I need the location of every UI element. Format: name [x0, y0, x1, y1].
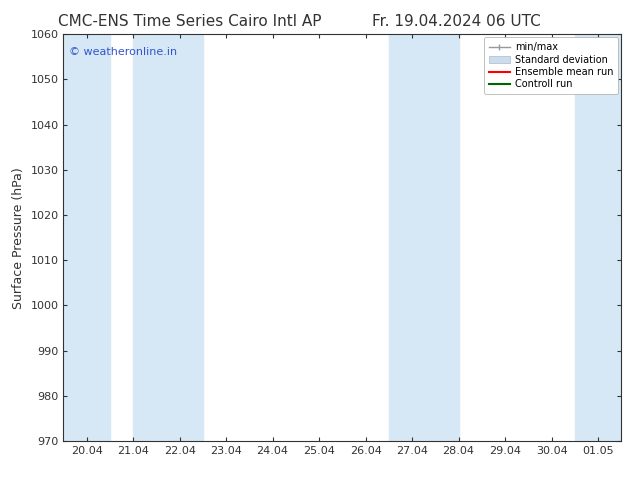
- Bar: [133, 34, 203, 441]
- Legend: min/max, Standard deviation, Ensemble mean run, Controll run: min/max, Standard deviation, Ensemble me…: [484, 37, 618, 94]
- Bar: [575, 34, 621, 441]
- Bar: [389, 34, 458, 441]
- Y-axis label: Surface Pressure (hPa): Surface Pressure (hPa): [12, 167, 25, 309]
- Text: CMC-ENS Time Series Cairo Intl AP: CMC-ENS Time Series Cairo Intl AP: [58, 14, 322, 29]
- Text: Fr. 19.04.2024 06 UTC: Fr. 19.04.2024 06 UTC: [372, 14, 541, 29]
- Text: © weatheronline.in: © weatheronline.in: [69, 47, 177, 56]
- Bar: [63, 34, 110, 441]
